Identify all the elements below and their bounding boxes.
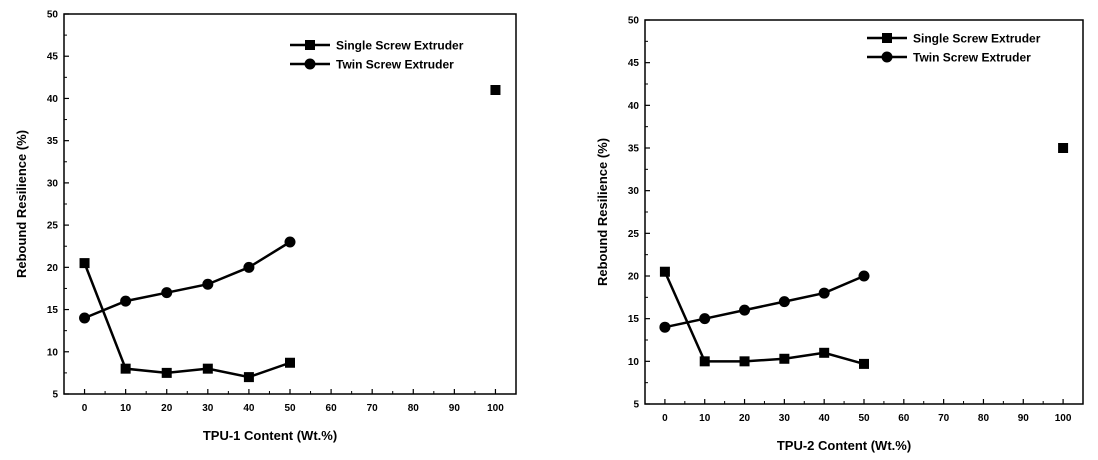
single-screw-point (699, 356, 710, 367)
x-axis-title: TPU-1 Content (Wt.%) (203, 428, 337, 443)
x-tick-label: 60 (326, 403, 338, 414)
twin-screw-point (739, 304, 751, 316)
twin-screw-point (79, 312, 91, 324)
y-tick-label: 25 (47, 221, 59, 232)
x-tick-label: 50 (858, 413, 870, 424)
twin-screw-point (161, 287, 173, 299)
legend-label: Twin Screw Extruder (913, 51, 1031, 65)
single-screw-point (161, 367, 172, 378)
legend-label: Twin Screw Extruder (336, 58, 454, 72)
x-tick-label: 90 (449, 403, 461, 414)
x-tick-label: 100 (1055, 413, 1072, 424)
y-tick-label: 15 (628, 314, 640, 325)
x-tick-label: 60 (898, 413, 910, 424)
legend-marker (305, 40, 315, 50)
y-tick-label: 15 (47, 305, 59, 316)
twin-screw-point (284, 236, 296, 248)
series-line-twin-screw (664, 274, 865, 329)
x-tick-label: 0 (662, 413, 668, 424)
x-tick-label: 20 (161, 403, 173, 414)
y-axis-title: Rebound Resilience (%) (595, 138, 610, 286)
legend-label: Single Screw Extruder (913, 32, 1041, 46)
twin-screw-point (120, 295, 132, 307)
single-screw-point (859, 358, 869, 369)
x-tick-label: 80 (978, 413, 990, 424)
y-tick-label: 35 (628, 144, 640, 155)
y-tick-label: 50 (47, 10, 59, 21)
x-tick-label: 100 (487, 403, 504, 414)
y-tick-label: 30 (47, 178, 59, 189)
y-tick-label: 40 (47, 94, 59, 105)
legend-marker (304, 58, 316, 70)
x-tick-label: 70 (367, 403, 379, 414)
twin-screw-point (659, 321, 671, 333)
single-screw-point (79, 258, 90, 269)
chart-tpu1: 5 10 15 20 25 30 35 40 45 50 0 10 20 30 40 50 60 70 80 90 10… (14, 10, 517, 443)
series-line-single-screw (83, 262, 291, 379)
twin-screw-point (818, 287, 830, 299)
pure-tpu-point (1058, 143, 1069, 153)
x-axis-title: TPU-2 Content (Wt.%) (777, 438, 911, 453)
y-tick-label: 10 (47, 347, 59, 358)
plot-frame (644, 19, 1084, 405)
y-tick-label: 45 (628, 58, 640, 69)
y-tick-label: 50 (628, 16, 640, 27)
x-tick-label: 90 (1018, 413, 1030, 424)
y-tick-label: 25 (628, 229, 640, 240)
y-tick-label: 10 (628, 357, 640, 368)
x-tick-label: 30 (202, 403, 214, 414)
single-screw-point (120, 363, 131, 374)
pure-tpu-point (490, 85, 501, 95)
twin-screw-point (202, 278, 214, 290)
x-tick-label: 50 (284, 403, 296, 414)
y-axis-title: Rebound Resilience (%) (14, 130, 29, 278)
legend-marker (881, 51, 893, 63)
x-tick-label: 0 (82, 403, 88, 414)
y-tick-label: 40 (628, 101, 640, 112)
single-screw-point (202, 363, 213, 374)
y-tick-label: 35 (47, 136, 59, 147)
x-tick-label: 10 (120, 403, 132, 414)
series-line-single-screw (663, 271, 865, 366)
chart-tpu2: 5 10 15 20 25 30 35 40 45 50 0 10 20 30 40 50 60 70 80 90 10… (595, 16, 1084, 453)
single-screw-point (243, 372, 254, 383)
single-screw-point (779, 353, 790, 364)
single-screw-point (659, 266, 670, 277)
y-tick-label: 45 (47, 52, 59, 63)
x-tick-label: 40 (243, 403, 255, 414)
y-tick-label: 5 (52, 390, 58, 401)
single-screw-point (819, 347, 830, 358)
y-tick-label: 30 (628, 186, 640, 197)
x-tick-label: 70 (938, 413, 950, 424)
twin-screw-point (858, 270, 870, 282)
x-tick-label: 20 (739, 413, 751, 424)
y-tick-label: 20 (628, 272, 640, 283)
twin-screw-point (699, 313, 711, 325)
twin-screw-point (243, 261, 255, 273)
y-tick-label: 5 (633, 400, 639, 411)
x-tick-label: 30 (779, 413, 791, 424)
single-screw-point (285, 357, 295, 368)
y-tick-label: 20 (47, 263, 59, 274)
x-tick-label: 80 (408, 403, 420, 414)
x-tick-label: 10 (699, 413, 711, 424)
x-tick-label: 40 (819, 413, 831, 424)
single-screw-point (739, 356, 750, 367)
legend-marker (882, 33, 892, 43)
series-line-twin-screw (84, 240, 291, 320)
twin-screw-point (778, 296, 790, 308)
legend-label: Single Screw Extruder (336, 39, 464, 53)
